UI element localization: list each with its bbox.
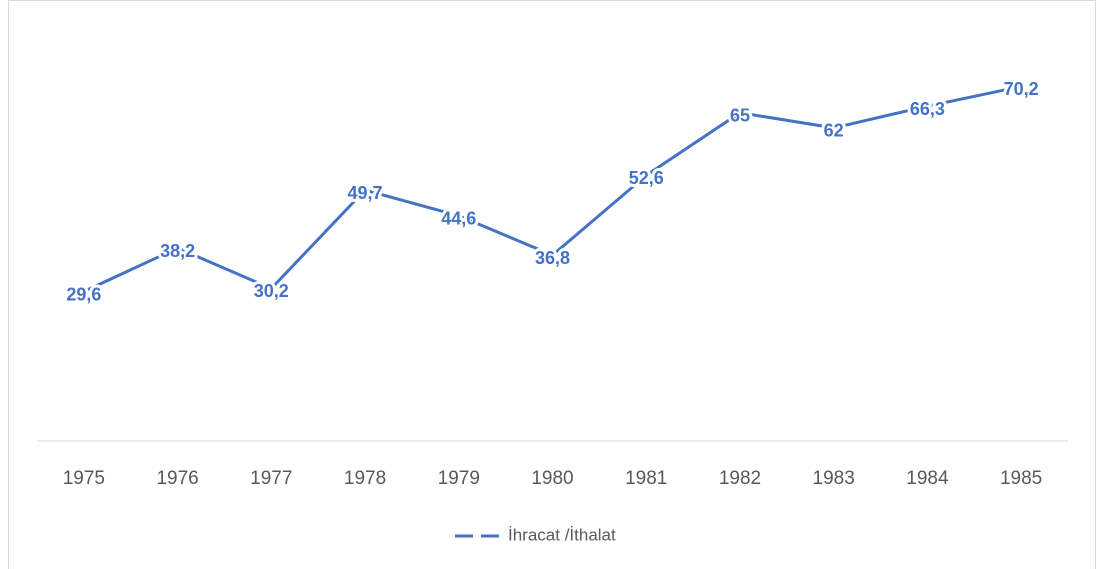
data-label: 65 <box>730 106 750 126</box>
data-label: 30,2 <box>254 281 289 301</box>
data-label: 66,3 <box>910 99 945 119</box>
data-label: 70,2 <box>1004 79 1039 99</box>
data-label: 44,6 <box>441 209 476 229</box>
x-tick-label: 1981 <box>625 468 667 489</box>
x-tick-label: 1979 <box>438 468 480 489</box>
x-tick-label: 1983 <box>813 468 855 489</box>
x-tick-label: 1984 <box>906 468 949 489</box>
x-tick-label: 1977 <box>250 468 292 489</box>
data-label: 49,7 <box>348 183 383 203</box>
x-tick-label: 1980 <box>531 468 573 489</box>
data-label: 36,8 <box>535 248 570 268</box>
data-label: 29,6 <box>66 284 101 304</box>
data-label: 52,6 <box>629 168 664 188</box>
data-line <box>83 85 1022 293</box>
x-tick-label: 1985 <box>1000 468 1042 489</box>
data-label: 38,2 <box>160 241 195 261</box>
data-label: 62 <box>824 121 844 141</box>
legend-label: İhracat /İthalat <box>508 525 616 544</box>
x-tick-label: 1975 <box>63 468 105 489</box>
x-tick-label: 1978 <box>344 468 386 489</box>
x-tick-label: 1976 <box>156 468 198 489</box>
x-tick-label: 1982 <box>719 468 761 489</box>
